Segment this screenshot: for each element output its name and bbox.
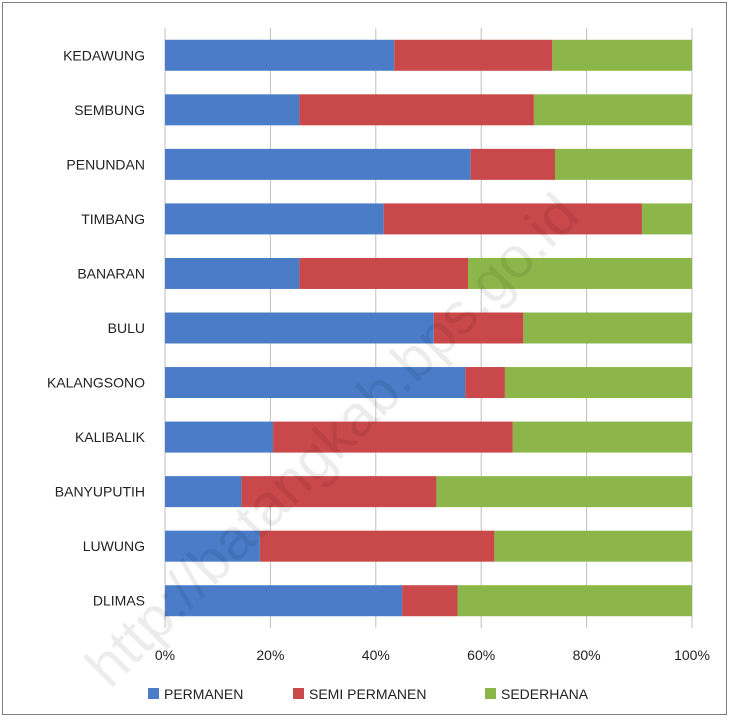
x-tick-label: 60% [467,647,495,663]
bar-segment [165,585,403,617]
bar-segment [465,367,505,399]
bar-segment [299,94,534,126]
legend-label: PERMANEN [164,686,243,702]
bar-segment [436,476,692,508]
x-tick-label: 40% [362,647,390,663]
legend-swatch [485,688,496,699]
bar-segment [241,476,437,508]
bar-segment [165,367,466,399]
bar-segment [383,203,642,235]
category-label: LUWUNG [83,538,145,554]
x-tick-label: 80% [573,647,601,663]
legend-label: SEMI PERMANEN [309,686,426,702]
legend-swatch [293,688,304,699]
legend-swatch [148,688,159,699]
bar-segment [165,421,274,453]
bar-segment [433,312,524,344]
bar-segment [494,530,692,562]
bar-segment [165,94,300,126]
bar-segment [273,421,513,453]
bar-segment [165,530,260,562]
bar-segment [552,39,692,71]
bar-segment [523,312,692,344]
category-label: SEMBUNG [74,102,145,118]
bar-segment [165,476,242,508]
bar-segment [165,203,384,235]
category-label: PENUNDAN [66,156,145,172]
bar-segment [641,203,692,235]
bar-segment [165,257,300,289]
category-label: BULU [108,320,145,336]
bar-segment [402,585,458,617]
category-label: KALANGSONO [47,375,145,391]
legend-label: SEDERHANA [501,686,589,702]
bar-segment [165,312,434,344]
x-tick-label: 0% [155,647,175,663]
bar-segment [533,94,692,126]
category-label: TIMBANG [81,211,145,227]
bar-segment [165,39,395,71]
bars [165,39,692,617]
bar-segment [259,530,495,562]
bar-segment [504,367,692,399]
x-tick-labels: 0% 20% 40% 60% 80% 100% [155,647,710,663]
bar-segment [457,585,692,617]
bar-segment [470,148,555,180]
category-label: KALIBALIK [75,429,146,445]
category-label: KEDAWUNG [63,47,145,63]
bar-segment [554,148,692,180]
x-tick-label: 100% [674,647,710,663]
bar-segment [299,257,469,289]
category-label: BANARAN [77,265,145,281]
category-label: DLIMAS [93,593,145,609]
bar-segment [468,257,692,289]
category-label: BANYUPUTIH [55,484,145,500]
bar-segment [394,39,553,71]
bar-segment [165,148,471,180]
bar-segment [512,421,692,453]
category-labels: KEDAWUNG SEMBUNG PENUNDAN TIMBANG BANARAN BUL… [47,47,146,608]
x-tick-label: 20% [256,647,284,663]
legend: PERMANEN SEMI PERMANEN SEDERHANA [148,686,589,702]
